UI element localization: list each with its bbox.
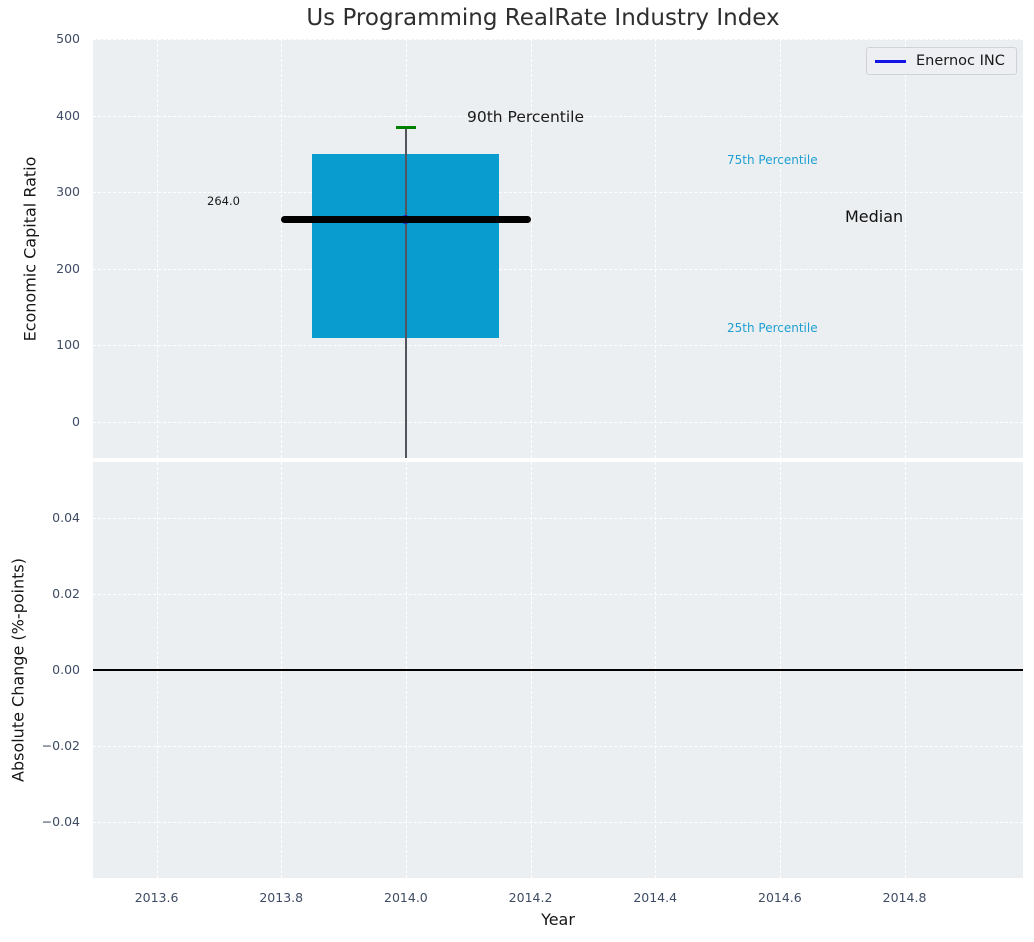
xtick-label: 2014.8 [882,890,927,905]
bottom-axes-plot-area [93,462,1023,878]
top-hgridline [93,421,1023,423]
bottom-ytick-label: 0.04 [52,509,80,525]
top-hgridline [93,345,1023,347]
bottom-hgridline [93,517,1023,519]
top-vgridline [779,39,781,458]
annotation-25th-percentile: 25th Percentile [727,321,818,335]
legend-box: Enernoc INC [866,47,1017,75]
top-hgridline [93,39,1023,40]
top-ytick-label: 500 [56,31,80,46]
top-axes-plot-area [93,39,1023,458]
top-hgridline [93,268,1023,270]
boxplot-median-line [281,216,531,224]
y-axis-label-top: Economic Capital Ratio [20,156,40,342]
legend-line-sample-icon [875,59,906,63]
top-vgridline [156,39,158,458]
top-vgridline [530,39,532,458]
legend-series-label: Enernoc INC [916,53,1005,69]
xtick-label: 2013.6 [134,890,179,905]
annotation-90th-percentile: 90th Percentile [467,108,585,126]
top-hgridline [93,192,1023,194]
bottom-hgridline [93,746,1023,748]
bottom-ytick-label: −0.02 [41,738,80,754]
bottom-ytick-label: 0.00 [52,662,80,677]
xtick-label: 2014.2 [508,890,553,905]
chart-title: Us Programming RealRate Industry Index [306,5,780,31]
top-ytick-label: 400 [56,107,80,123]
top-hgridline [93,115,1023,117]
top-ytick-label: 0 [72,413,80,429]
annotation-median-value: 264.0 [207,194,240,208]
zero-change-line [93,669,1023,671]
top-vgridline [904,39,906,458]
xtick-label: 2014.0 [384,890,428,905]
bottom-hgridline [93,593,1023,595]
top-vgridline [655,39,657,458]
bottom-hgridline [93,822,1023,824]
top-ytick-label: 300 [56,184,80,200]
boxplot-whisker-line [405,127,407,458]
annotation-75th-percentile: 75th Percentile [727,153,818,167]
top-ytick-label: 100 [56,337,80,353]
bottom-ytick-label: −0.04 [41,814,80,830]
xtick-label: 2013.8 [259,890,304,905]
y-axis-label-bottom: Absolute Change (%-points) [8,558,28,782]
xtick-label: 2014.6 [758,890,802,905]
boxplot-90th-percentile-cap [395,125,416,129]
top-ytick-label: 200 [56,260,80,276]
annotation-median: Median [845,207,904,226]
x-axis-label: Year [541,910,575,929]
xtick-label: 2014.4 [633,890,678,905]
bottom-ytick-label: 0.02 [52,585,80,601]
top-vgridline [281,39,283,458]
